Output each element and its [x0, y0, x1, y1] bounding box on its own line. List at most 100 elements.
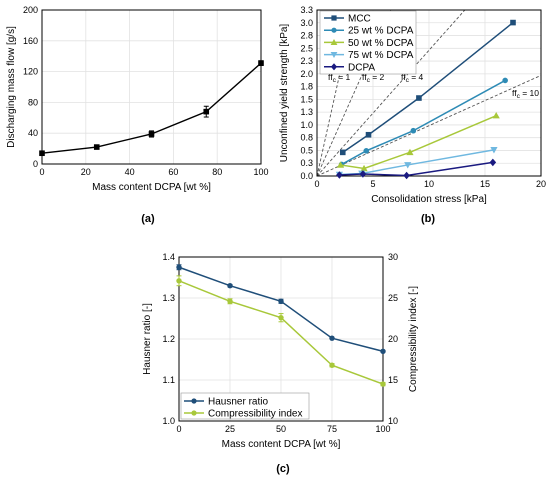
data-point — [203, 108, 210, 115]
x-tick-label: 0 — [39, 167, 44, 177]
data-point — [336, 171, 343, 179]
data-point — [359, 170, 367, 178]
data-point — [176, 278, 182, 284]
series-line — [339, 161, 493, 177]
legend-swatch-marker — [330, 63, 338, 71]
x-tick-label: 0 — [176, 424, 181, 434]
data-point — [148, 131, 155, 137]
ffc-label: ffc = 4 — [401, 72, 424, 84]
data-point — [403, 171, 410, 180]
ffc-line — [317, 10, 392, 176]
ffc-label: ffc = 10 — [512, 88, 539, 100]
legend-entry: 25 wt % DCPA — [348, 26, 414, 37]
data-point — [404, 162, 412, 169]
x-tick-label: 10 — [424, 179, 434, 189]
legend-entry: 75 wt % DCPA — [348, 50, 414, 61]
panel-label: (c) — [276, 463, 290, 475]
y-tick-label: 1.2 — [162, 334, 175, 344]
y-tick-label: 40 — [28, 128, 38, 138]
x-tick-label: 75 — [327, 424, 337, 434]
data-point — [416, 95, 422, 101]
legend-entry: Compressibility index — [208, 409, 302, 420]
y-tick-label: 1.5 — [300, 94, 313, 104]
legend-swatch-marker — [331, 27, 337, 33]
x-tick-label: 100 — [253, 167, 268, 177]
x-tick-label: 20 — [81, 167, 91, 177]
y-tick-label: 1.8 — [300, 82, 313, 92]
data-point — [406, 148, 414, 156]
x-tick-label: 15 — [480, 179, 490, 189]
data-point — [227, 283, 233, 289]
x-tick-label: 5 — [370, 179, 375, 189]
ffc-line — [317, 10, 466, 176]
panel-label: (b) — [421, 213, 435, 225]
x-tick-label: 60 — [168, 167, 178, 177]
y-tick-label: 0 — [33, 159, 38, 169]
y-tick-label: 2.8 — [300, 31, 313, 41]
y-axis-label: Discharging mass flow [g/s] — [6, 26, 17, 148]
y-tick-label: 1.0 — [162, 416, 175, 426]
data-point — [490, 147, 498, 154]
legend-box — [180, 392, 310, 420]
data-point — [329, 335, 335, 341]
ffc-label: ffc = 1 — [328, 72, 351, 84]
series-line — [340, 114, 497, 170]
ffc-label: ffc = 2 — [362, 72, 385, 84]
x-axis-label: Mass content DCPA [wt %] — [222, 439, 341, 450]
chart-b: 0.0 0.3 0.5 0.8 1.0 1.3 1.5 1.8 2.0 2.3 2.5 2.8 3.0 3… — [279, 5, 546, 225]
y-tick-label: 2.3 — [300, 56, 313, 66]
legend-swatch-marker — [191, 410, 197, 416]
y-tick-label: 2.0 — [300, 69, 313, 79]
data-point — [360, 164, 368, 172]
data-point — [339, 149, 346, 156]
y-tick-label: 1.1 — [162, 375, 175, 385]
y-tick-label: 0.8 — [300, 133, 313, 143]
data-point — [278, 314, 284, 321]
y-tick-label: 1.3 — [162, 293, 175, 303]
data-point — [363, 148, 370, 154]
x-tick-label: 20 — [536, 179, 546, 189]
x-tick-label: 80 — [212, 167, 222, 177]
legend-swatch-marker — [330, 52, 338, 58]
data-point — [380, 381, 386, 387]
legend-swatch-marker — [191, 398, 197, 404]
data-point — [278, 298, 284, 304]
chart-a: 0 40 80 120 160 200 0 20 40 60 80 100 Mass content D… — [6, 5, 269, 225]
plot-frame — [316, 9, 542, 177]
chart-c: 1.0 1.1 1.2 1.3 1.4 10 15 20 25 30 0 25 50 75 100 Hausn… — [142, 252, 419, 475]
y-tick-label: 200 — [23, 5, 38, 15]
data-point — [329, 362, 335, 368]
ffc-lines — [317, 10, 541, 176]
data-point — [489, 158, 497, 167]
x-tick-label: 0 — [314, 179, 319, 189]
y-tick-label: 0.0 — [300, 171, 313, 181]
data-point — [502, 77, 508, 84]
y-tick-label: 2.5 — [300, 43, 313, 53]
x-tick-label: 50 — [276, 424, 286, 434]
data-point — [510, 19, 516, 26]
y-tick-label: 1.3 — [300, 107, 313, 117]
y-tick-label: 0.3 — [300, 158, 313, 168]
y-tick-label: 3.3 — [300, 5, 313, 15]
y-tick-label: 3.0 — [300, 18, 313, 28]
data-point — [227, 298, 233, 304]
y2-axis-label: Compressibility index [-] — [408, 286, 419, 392]
data-point — [93, 144, 100, 150]
panel-label: (a) — [141, 213, 155, 225]
plot-frame — [41, 9, 262, 165]
data-point — [176, 264, 182, 270]
y-tick-label: 80 — [28, 97, 38, 107]
data-point — [39, 150, 45, 157]
y-tick-label: 160 — [23, 36, 38, 46]
y2-tick-label: 15 — [388, 375, 398, 385]
x-tick-label: 40 — [125, 167, 135, 177]
data-point — [336, 161, 345, 168]
y2-tick-label: 25 — [388, 293, 398, 303]
legend-entry: MCC — [348, 14, 371, 25]
y-axis-label: Unconfined yield strength [kPa] — [279, 24, 290, 163]
series-line — [341, 79, 506, 166]
data-point — [258, 60, 264, 66]
